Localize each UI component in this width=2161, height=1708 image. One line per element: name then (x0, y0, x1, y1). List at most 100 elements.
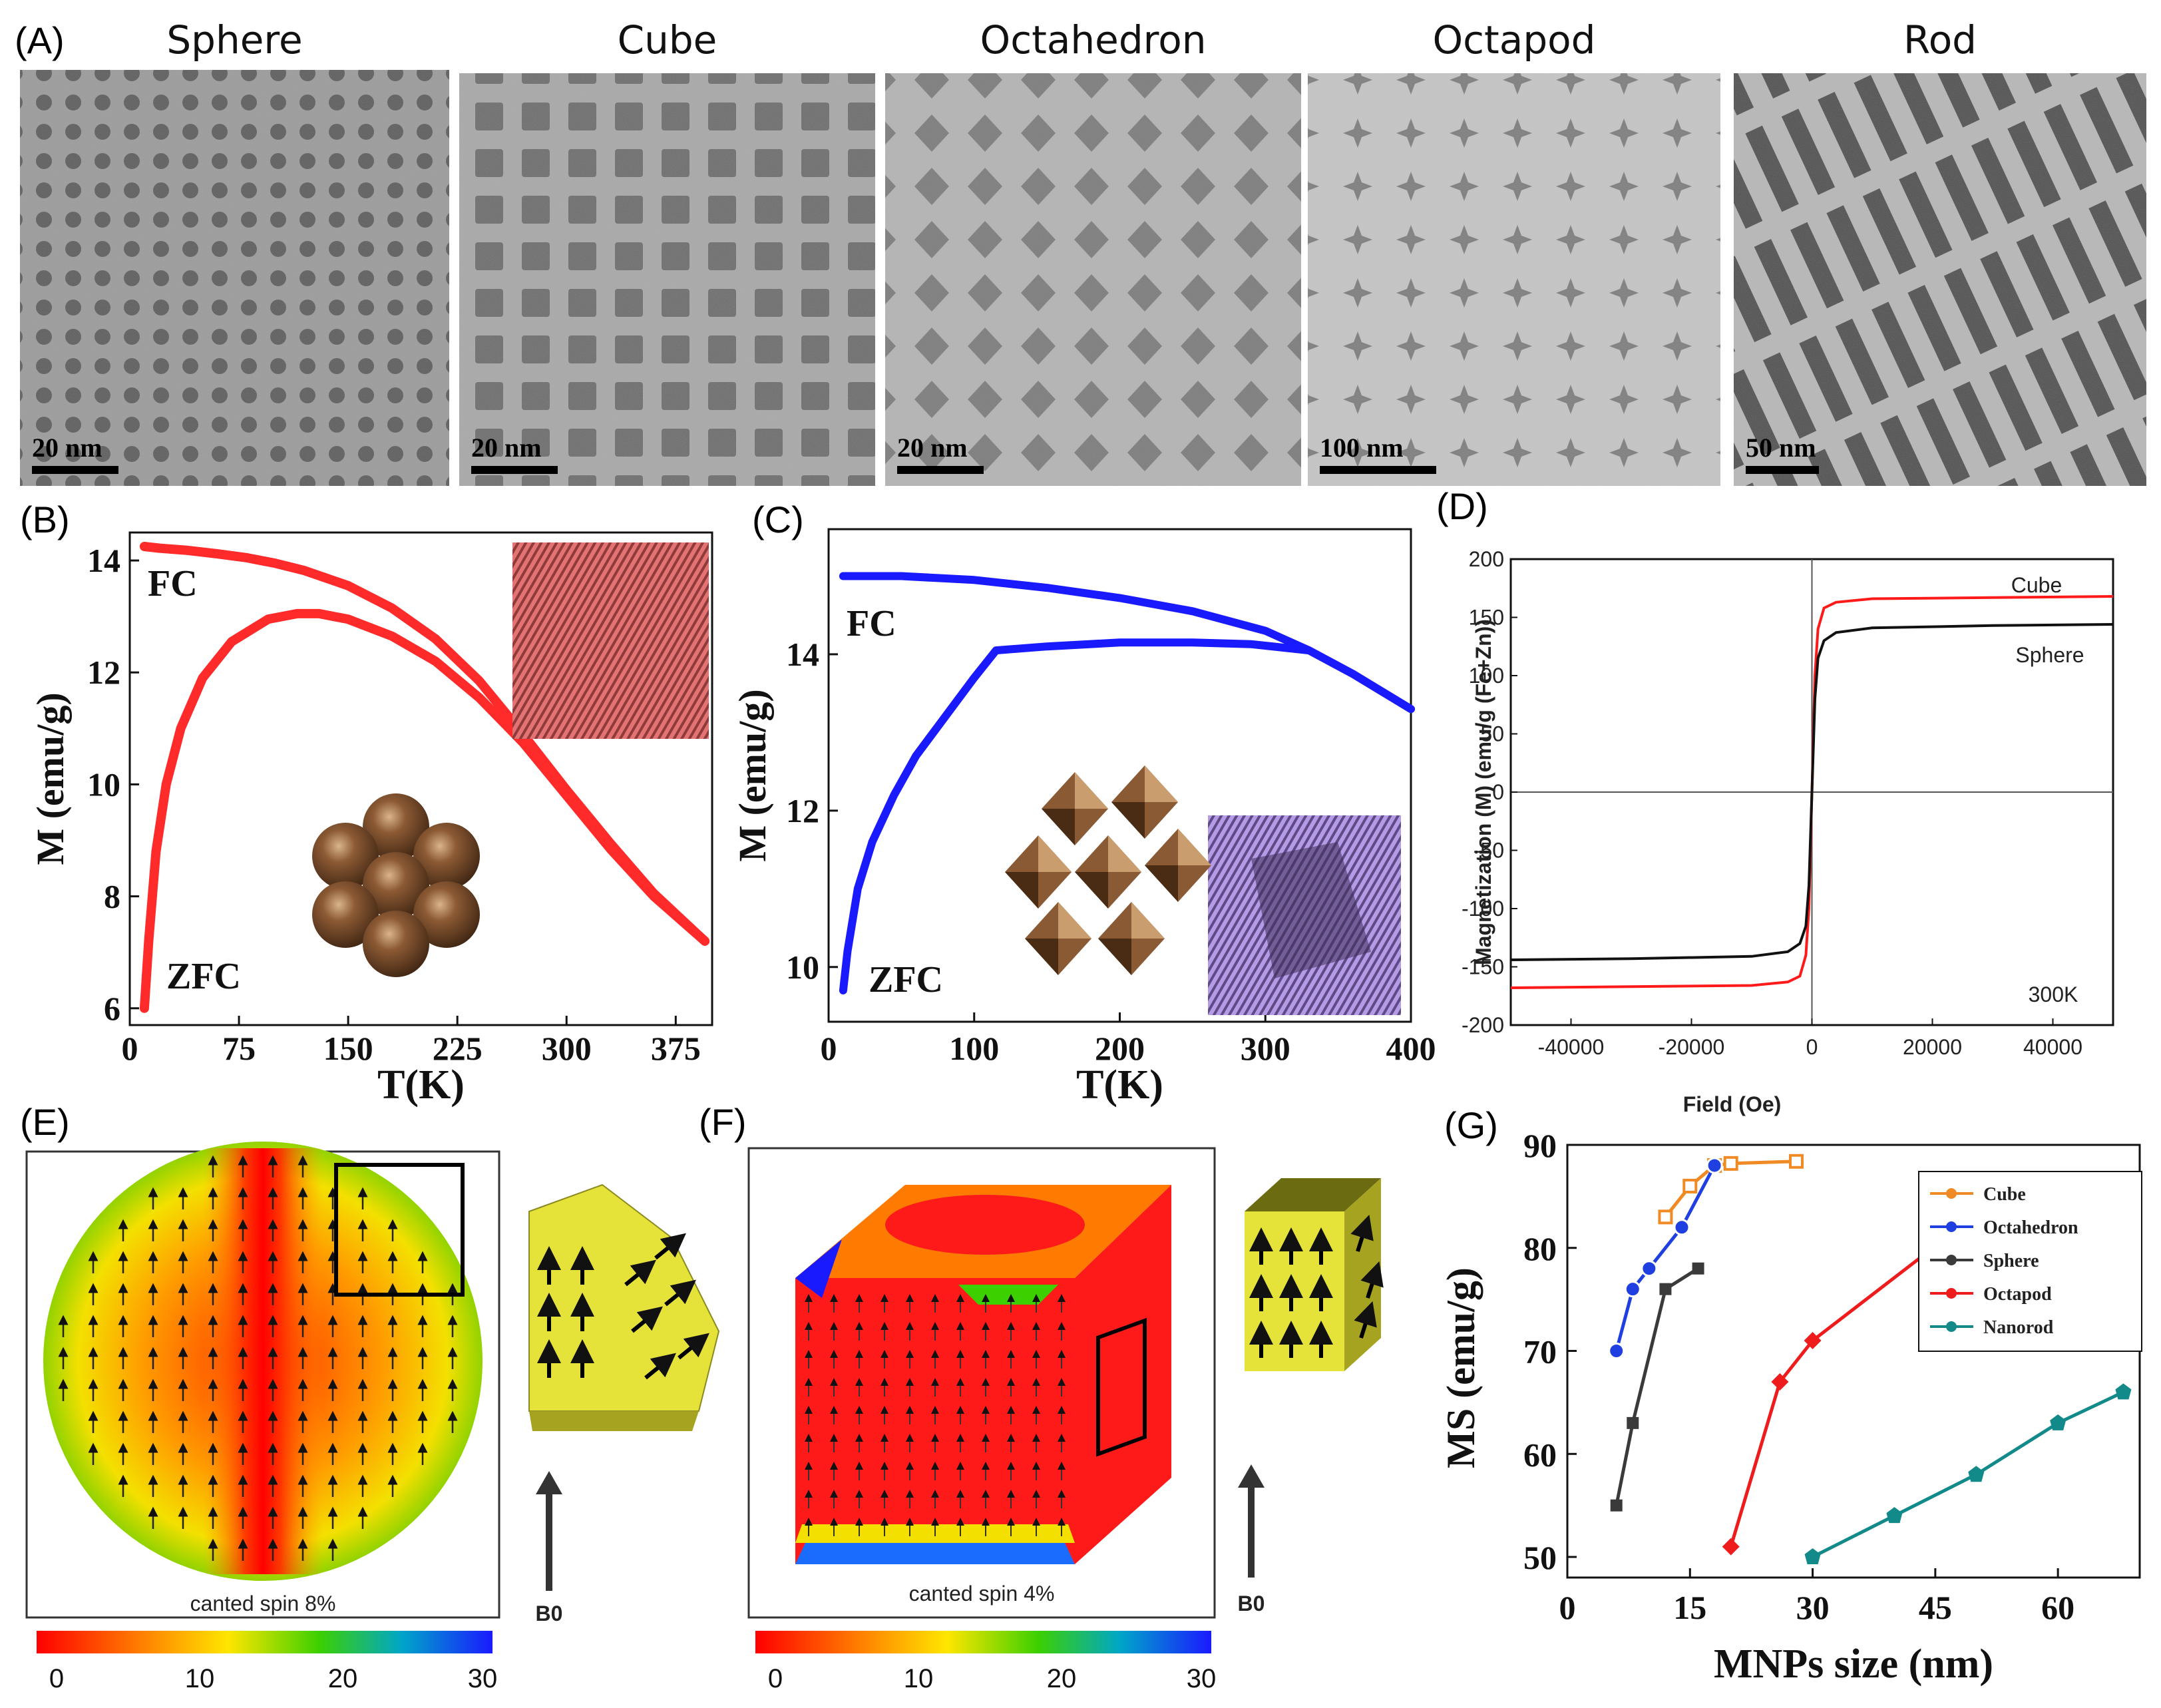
b0-label: B0 (1238, 1592, 1265, 1615)
hrtem-noise (512, 542, 709, 739)
octahedron-facet (1038, 835, 1072, 872)
point-cube (1658, 1209, 1673, 1225)
point-sphere (1610, 1499, 1623, 1512)
point-nanorod (1886, 1507, 1903, 1524)
scale-bar (1746, 466, 1819, 474)
y-tick-label: 0 (1492, 780, 1504, 804)
y-tick-label: 10 (786, 949, 819, 986)
y-tick-label: 12 (786, 792, 819, 829)
octahedron-facet (1131, 902, 1165, 939)
tem-noise (1308, 73, 1720, 486)
panel-label-f: (F) (699, 1101, 747, 1143)
legend-marker (1946, 1255, 1957, 1265)
x-tick-label: 100 (949, 1030, 999, 1067)
y-tick-label: 12 (87, 654, 120, 691)
fc-label: FC (847, 603, 896, 644)
colorbar-tick: 20 (328, 1664, 358, 1693)
scale-bar-label: 20 nm (897, 433, 968, 463)
y-tick-label: 6 (104, 990, 120, 1027)
x-tick-label: 0 (1806, 1035, 1818, 1059)
legend-label-nanorod: Nanorod (1983, 1317, 2054, 1338)
cube-top-core (885, 1195, 1085, 1255)
panel-label-c: (C) (752, 499, 804, 540)
x-tick-label: 75 (222, 1030, 256, 1067)
b0-arrow-head (536, 1471, 562, 1494)
point-octahedron (1641, 1260, 1658, 1277)
panel-label-a: (A) (15, 19, 65, 61)
y-axis-label: M (emu/g) (29, 692, 72, 865)
zoom-inset-top (1245, 1178, 1381, 1211)
point-nanorod (1968, 1466, 1985, 1482)
legend-marker (1946, 1221, 1957, 1232)
y-tick-label: -50 (1473, 839, 1504, 863)
scale-bar-label: 100 nm (1320, 433, 1404, 463)
legend-marker (1946, 1288, 1957, 1299)
octahedron-facet (1145, 865, 1178, 902)
octahedron-facet (1098, 939, 1131, 975)
x-tick-label: 0 (1559, 1589, 1576, 1626)
spin-arrow (631, 1306, 663, 1333)
panel-b-chart: 0 75 150 225 300 375 6 8 10 12 14 T(K) M (emu/g) FC ZF… (29, 531, 713, 1108)
spin-arrow (1360, 1261, 1384, 1299)
octahedron-facet (1005, 872, 1038, 909)
colorbar-tick: 0 (49, 1664, 64, 1693)
x-tick-label: 15 (1673, 1589, 1706, 1626)
canted-spin-caption: canted spin 8% (190, 1592, 336, 1615)
point-octapod (1722, 1538, 1740, 1556)
point-octapod (1804, 1332, 1822, 1350)
zoom-box (334, 1163, 465, 1297)
canted-spin-caption: canted spin 4% (909, 1582, 1055, 1605)
y-tick-label: 14 (786, 636, 819, 673)
tem-title: Cube (618, 17, 717, 63)
x-tick-label: 60 (2041, 1589, 2074, 1626)
zoom-box (1096, 1317, 1147, 1457)
x-axis-label: MNPs size (nm) (1714, 1641, 1993, 1687)
y-axis-label: M (emu/g) (731, 689, 774, 861)
temperature-annotation: 300K (2029, 982, 2078, 1006)
colorbar (37, 1631, 492, 1653)
colorbar-tick: 20 (1047, 1664, 1077, 1693)
x-tick-label: 45 (1919, 1589, 1952, 1626)
octahedron-facet (1145, 765, 1178, 802)
x-axis-label: T(K) (1076, 1062, 1163, 1108)
octahedron-facet (1042, 809, 1075, 845)
x-tick-label: 20000 (1903, 1035, 1962, 1059)
panel-e: canted spin 8% B0 0 10 20 30 (25, 1142, 720, 1693)
octahedron-facet (1108, 835, 1141, 872)
plot-frame (1566, 1144, 2141, 1579)
point-cube (1682, 1178, 1698, 1193)
x-tick-label: -20000 (1659, 1035, 1725, 1059)
octahedron-facet (1111, 802, 1145, 839)
spin-arrow (664, 1279, 696, 1307)
x-tick-label: 375 (651, 1030, 701, 1067)
series-zfc (839, 638, 1415, 994)
point-cube (1789, 1154, 1804, 1169)
x-tick-label: 150 (323, 1030, 373, 1067)
series-sphere (1510, 623, 2114, 961)
x-tick-label: 300 (1241, 1030, 1290, 1067)
panel-a: Sphere 20 nm Cube 20 nm Octahedron 20 nm Octap… (20, 17, 2146, 486)
y-tick-label: 50 (1523, 1539, 1557, 1576)
legend-label-octahedron: Octahedron (1983, 1217, 2078, 1238)
x-tick-label: 225 (433, 1030, 483, 1067)
panel-label-g: (G) (1444, 1104, 1498, 1146)
colorbar-tick: 30 (468, 1664, 498, 1693)
scale-bar-label: 20 nm (32, 433, 102, 463)
tem-image-octahedron: Octahedron 20 nm (885, 17, 1301, 486)
b0-label: B0 (536, 1601, 563, 1625)
series-octahedron (1615, 1164, 1716, 1352)
y-tick-label: 200 (1469, 547, 1504, 571)
tem-image-octapod: Octapod 100 nm (1308, 17, 1720, 486)
nanosphere (363, 793, 429, 860)
tem-image-sphere: Sphere 20 nm (20, 17, 449, 486)
point-sphere (1659, 1283, 1672, 1295)
zoom-inset (528, 1183, 720, 1412)
nanosphere (413, 881, 480, 948)
x-tick-label: -40000 (1538, 1035, 1605, 1059)
series-octapod (1729, 1225, 1961, 1548)
tem-noise (1734, 73, 2146, 486)
tem-title: Octahedron (980, 17, 1207, 63)
scale-bar-label: 50 nm (1746, 433, 1816, 463)
x-tick-label: 30 (1796, 1589, 1830, 1626)
